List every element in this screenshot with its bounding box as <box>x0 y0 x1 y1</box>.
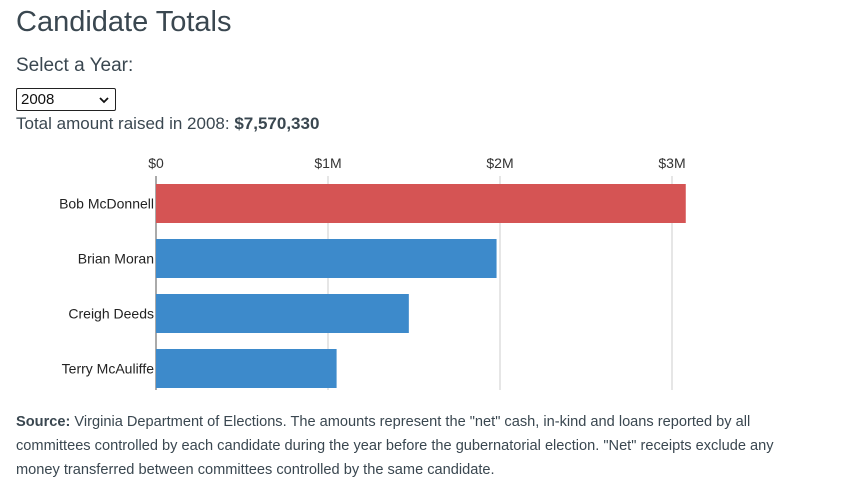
x-tick-label: $3M <box>658 155 685 171</box>
x-tick-label: $2M <box>486 155 513 171</box>
bar[interactable] <box>156 294 409 333</box>
category-label: Brian Moran <box>78 251 154 267</box>
total-raised-label: Total amount raised in 2008: <box>16 114 230 133</box>
bar[interactable] <box>156 349 337 388</box>
x-tick-label: $0 <box>148 155 164 171</box>
category-label: Creigh Deeds <box>68 306 154 322</box>
total-raised: Total amount raised in 2008: $7,570,330 <box>16 114 319 134</box>
category-label: Terry McAuliffe <box>62 361 155 377</box>
source-note: Source: Virginia Department of Elections… <box>16 410 816 482</box>
year-select[interactable]: 2008 <box>16 88 116 111</box>
candidate-totals-chart: $0 $1M $2M $3M Bob McDonnell Brian Moran Creig… <box>59 155 686 390</box>
x-tick-label: $1M <box>314 155 341 171</box>
year-select-value: 2008 <box>21 91 55 108</box>
bar[interactable] <box>156 239 497 278</box>
bar[interactable] <box>156 184 686 223</box>
category-label: Bob McDonnell <box>59 196 154 212</box>
page-title: Candidate Totals <box>16 6 232 38</box>
chevron-down-icon <box>99 97 109 104</box>
source-text: Virginia Department of Elections. The am… <box>16 414 774 478</box>
year-select-label: Select a Year: <box>16 55 134 76</box>
source-label: Source: <box>16 414 71 430</box>
total-raised-amount: $7,570,330 <box>234 114 320 133</box>
